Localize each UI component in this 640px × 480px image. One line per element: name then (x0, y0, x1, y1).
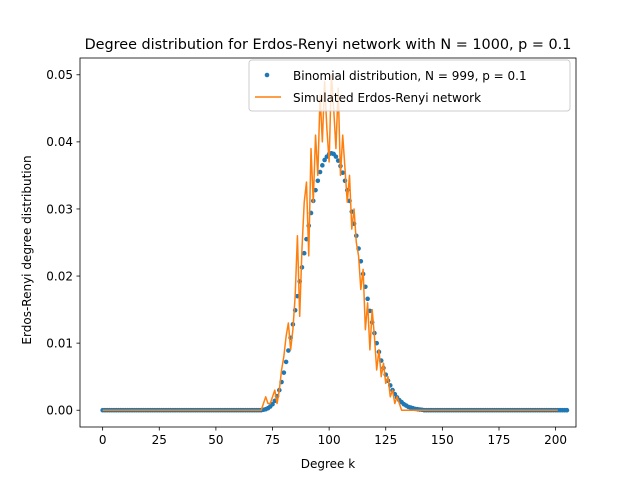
binomial-point (320, 163, 325, 168)
y-tick-label: 0.05 (46, 68, 73, 82)
x-tick-label: 125 (374, 433, 397, 447)
x-tick-label: 75 (265, 433, 280, 447)
x-tick-label: 150 (431, 433, 454, 447)
binomial-point (315, 178, 321, 184)
legend-label-simulated: Simulated Erdos-Renyi network (293, 91, 481, 105)
axes-frame (79, 57, 577, 428)
x-tick-label: 200 (544, 433, 567, 447)
y-axis-label: Erdos-Renyi degree distribution (20, 155, 34, 344)
simulated-series-line (102, 74, 558, 411)
x-tick-label: 25 (152, 433, 167, 447)
x-axis-label: Degree k (301, 457, 355, 471)
legend-marker-binomial (264, 72, 270, 78)
binomial-point (340, 170, 346, 176)
binomial-point (317, 169, 323, 175)
binomial-point (564, 407, 570, 413)
y-tick-label: 0.03 (46, 202, 73, 216)
binomial-point (301, 250, 307, 256)
y-tick-label: 0.04 (46, 135, 73, 149)
chart-title: Degree distribution for Erdos-Renyi netw… (85, 37, 572, 53)
y-tick-label: 0.01 (46, 336, 73, 350)
y-tick-label: 0.02 (46, 269, 73, 283)
binomial-point (270, 401, 275, 407)
binomial-point (283, 359, 289, 365)
binomial-point (281, 370, 287, 375)
axes: 0 25 50 75 100 125 150 175 200 0.00 0.01 0.02 0.03 0.… (46, 57, 577, 447)
y-tick-label: 0.00 (46, 404, 73, 418)
x-tick-label: 175 (488, 433, 511, 447)
plot-area (100, 74, 570, 413)
legend-label-binomial: Binomial distribution, N = 999, p = 0.1 (293, 69, 527, 83)
x-tick-label: 100 (318, 433, 341, 447)
binomial-point (333, 154, 339, 159)
binomial-point (286, 348, 291, 353)
binomial-point (322, 157, 327, 163)
legend-frame (248, 59, 571, 112)
x-tick-label: 0 (99, 433, 107, 447)
binomial-point (365, 296, 370, 302)
x-tick-label: 50 (208, 433, 223, 447)
legend: Binomial distribution, N = 999, p = 0.1 … (248, 59, 571, 112)
